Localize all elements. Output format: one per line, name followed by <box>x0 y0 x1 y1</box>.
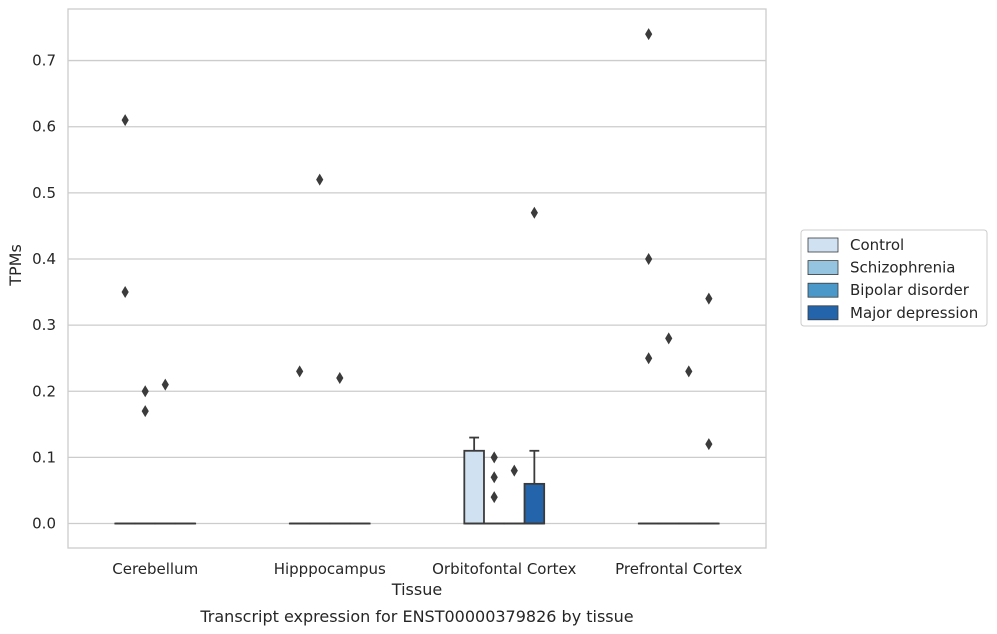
legend-swatch <box>807 237 839 253</box>
plot-frame <box>67 8 767 549</box>
outlier-point <box>645 28 653 41</box>
outlier-point <box>161 378 169 391</box>
legend-label: Schizophrenia <box>850 259 955 277</box>
chart-caption: Transcript expression for ENST0000037982… <box>199 607 633 626</box>
outlier-point <box>121 114 129 127</box>
outlier-point <box>296 365 304 378</box>
x-tick-label: Orbitofontal Cortex <box>432 560 576 578</box>
x-tick-label: Hipppocampus <box>274 560 386 578</box>
outlier-point <box>141 385 149 398</box>
outlier-point <box>530 206 538 219</box>
box-control <box>463 449 485 525</box>
outlier-point <box>645 352 653 365</box>
x-axis-title: Tissue <box>391 580 442 599</box>
grid-lines <box>68 59 766 525</box>
outlier-point <box>121 286 129 299</box>
x-axis-ticks: Cerebellum Hipppocampus Orbitofontal Corte… <box>112 560 742 578</box>
y-tick-label: 0.0 <box>32 515 56 533</box>
outlier-point <box>645 252 653 265</box>
y-axis-title: TPMs <box>6 244 25 287</box>
legend: Control Schizophrenia Bipolar disorder Majo… <box>800 229 988 327</box>
legend-swatch <box>807 282 839 298</box>
y-tick-label: 0.5 <box>32 184 56 202</box>
outlier-point <box>685 365 693 378</box>
y-tick-label: 0.4 <box>32 250 56 268</box>
legend-label: Control <box>850 236 904 254</box>
legend-label: Bipolar disorder <box>850 281 970 299</box>
y-tick-label: 0.1 <box>32 448 56 466</box>
y-tick-label: 0.3 <box>32 316 56 334</box>
outlier-point <box>490 451 498 464</box>
legend-label: Major depression <box>850 304 978 322</box>
y-tick-label: 0.6 <box>32 118 56 136</box>
legend-frame <box>800 229 988 327</box>
y-tick-label: 0.7 <box>32 52 56 70</box>
y-tick-label: 0.2 <box>32 382 56 400</box>
outlier-point <box>336 372 344 385</box>
outlier-point <box>490 471 498 484</box>
box-series <box>114 436 720 525</box>
x-tick-label: Cerebellum <box>112 560 198 578</box>
plot-background <box>68 9 766 548</box>
outlier-point <box>141 405 149 418</box>
y-axis-ticks: 0.0 0.1 0.2 0.3 0.4 0.5 0.6 0.7 <box>32 52 56 533</box>
outlier-point <box>705 438 713 451</box>
outlier-point <box>665 332 673 345</box>
outlier-point <box>490 491 498 504</box>
legend-swatch <box>807 305 839 321</box>
outlier-point <box>316 173 324 186</box>
x-tick-label: Prefrontal Cortex <box>615 560 742 578</box>
outlier-points <box>121 28 713 504</box>
outlier-point <box>705 292 713 305</box>
legend-swatch <box>807 260 839 276</box>
outlier-point <box>510 464 518 477</box>
box-major-depression <box>523 482 546 525</box>
